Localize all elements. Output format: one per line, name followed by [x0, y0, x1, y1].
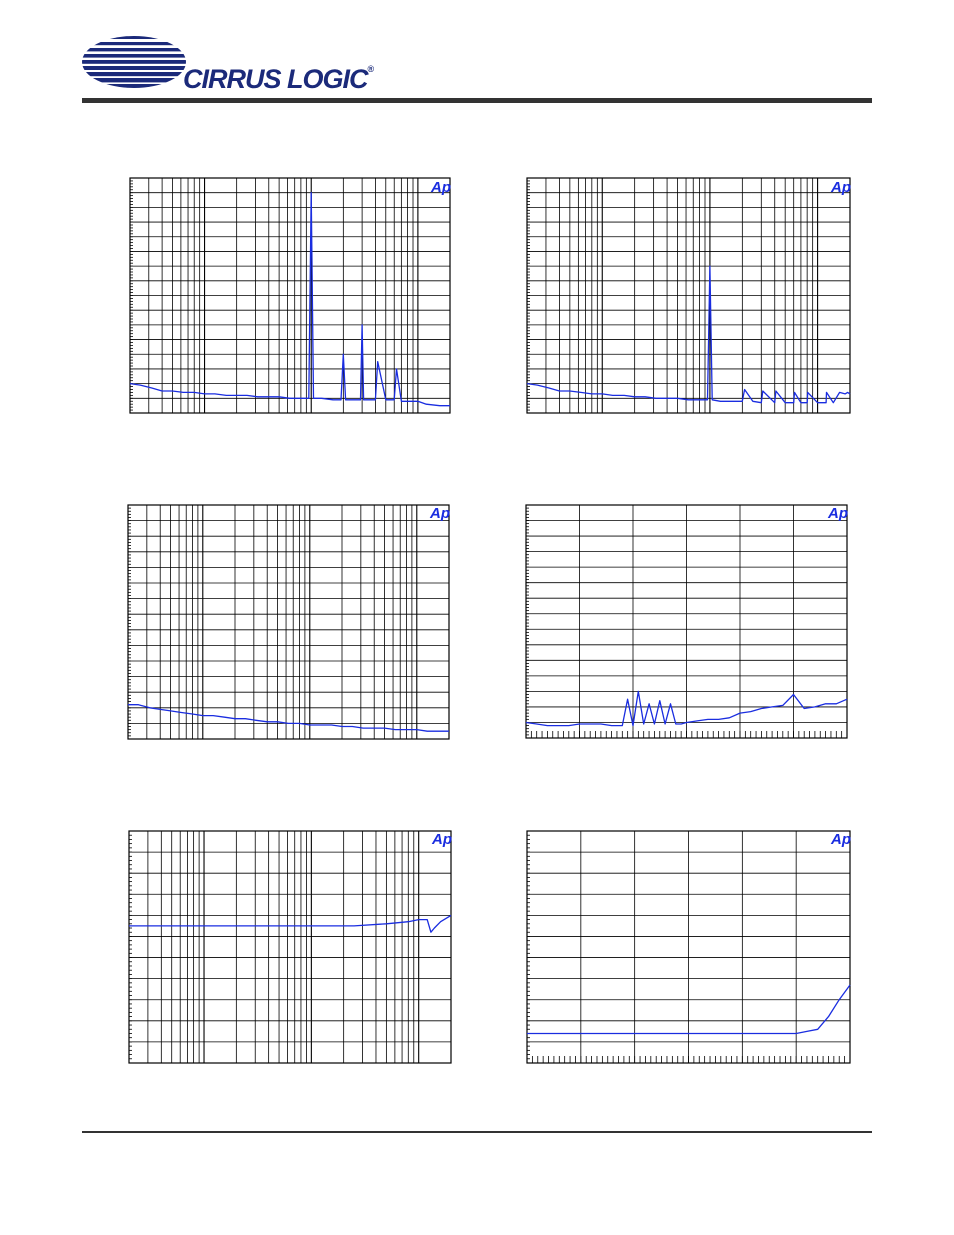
ap-badge-3: Ap: [430, 505, 450, 522]
series-line-4: [525, 690, 848, 727]
logo-mark-icon: [82, 36, 186, 88]
series-line-3: [128, 704, 449, 732]
ap-badge-4: Ap: [828, 505, 848, 522]
plot-frame: [128, 830, 452, 1064]
plot-frame: [525, 504, 848, 739]
plot-frame: [129, 177, 451, 414]
series-line-6: [527, 984, 851, 1035]
registered-mark: ®: [367, 64, 375, 74]
chart-4: [525, 504, 848, 739]
header-rule: [82, 98, 872, 103]
footer-rule: [82, 1131, 872, 1133]
ap-badge-5: Ap: [432, 831, 452, 848]
ap-badge-6: Ap: [831, 831, 851, 848]
plot-frame: [526, 830, 851, 1064]
ap-badge-2: Ap: [831, 179, 851, 196]
chart-3: [127, 504, 450, 740]
plot-frame: [127, 504, 450, 740]
series-line-2: [526, 265, 851, 404]
logo-text: CIRRUS LOGIC: [183, 64, 369, 94]
chart-6: [526, 830, 851, 1064]
plot-frame: [526, 177, 851, 414]
series-line-1: [129, 192, 450, 407]
series-line-5: [129, 914, 452, 933]
chart-2: [526, 177, 851, 414]
ap-badge-1: Ap: [431, 179, 451, 196]
chart-1: [129, 177, 451, 414]
chart-5: [128, 830, 452, 1064]
